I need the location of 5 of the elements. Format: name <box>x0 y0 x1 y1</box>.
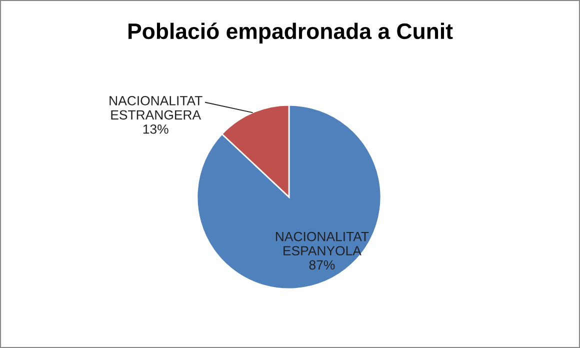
slice-label: NACIONALITAT ESPANYOLA <box>276 232 369 256</box>
data-label: 13% <box>143 124 168 134</box>
chart-title: Població empadronada a Cunit <box>128 22 453 44</box>
slice-label: NACIONALITAT ESTRANGERA <box>110 96 202 120</box>
data-label: 87% <box>309 260 335 270</box>
